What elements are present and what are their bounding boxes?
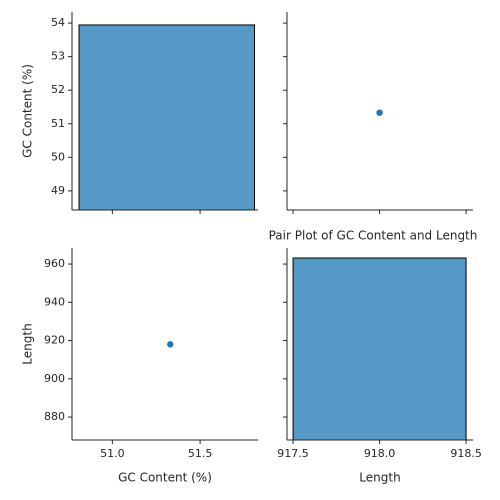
x-tick-label: 51.0: [100, 447, 125, 460]
y-axis-label: GC Content (%): [21, 64, 35, 158]
y-tick-label: 52: [51, 83, 65, 96]
scatter-point: [376, 109, 383, 116]
x-tick-label: 51.5: [188, 447, 213, 460]
y-tick-label: 940: [44, 295, 65, 308]
chart-title: Pair Plot of GC Content and Length: [269, 229, 478, 243]
x-tick-label: 917.5: [277, 447, 309, 460]
y-tick-label: 53: [51, 50, 65, 63]
y-tick-label: 54: [51, 16, 65, 29]
x-axis-label: Length: [359, 471, 400, 485]
y-tick-label: 900: [44, 372, 65, 385]
x-tick-label: 918.0: [364, 447, 396, 460]
y-tick-label: 49: [51, 184, 65, 197]
histogram-bar: [78, 24, 255, 211]
scatter-point: [167, 341, 174, 348]
y-axis-label: Length: [21, 323, 35, 364]
y-tick-label: 960: [44, 257, 65, 270]
x-tick-label: 918.5: [450, 447, 482, 460]
y-tick-label: 51: [51, 117, 65, 130]
x-axis-label: GC Content (%): [118, 471, 212, 485]
histogram-bar: [292, 257, 467, 441]
y-tick-label: 50: [51, 150, 65, 163]
y-tick-label: 880: [44, 410, 65, 423]
y-tick-label: 920: [44, 334, 65, 347]
